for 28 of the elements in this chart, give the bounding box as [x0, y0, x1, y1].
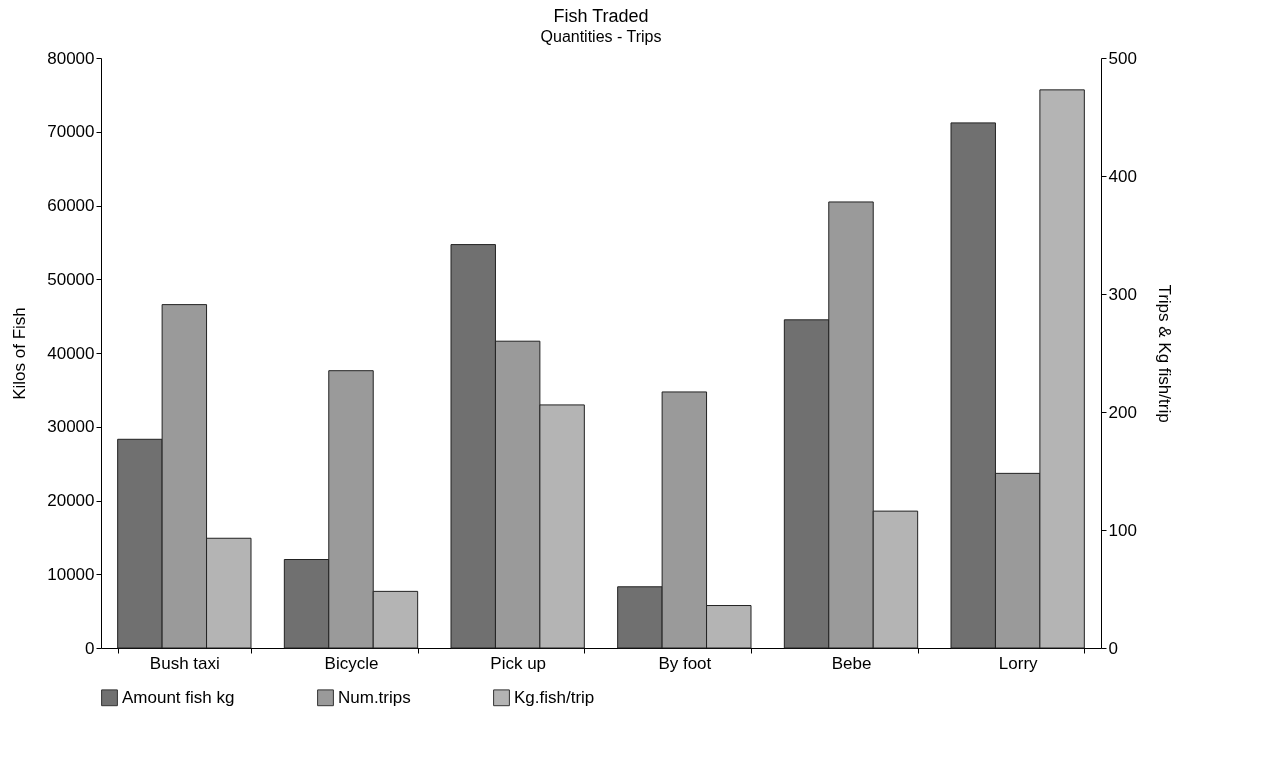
y2-tick-label: 100: [1108, 520, 1137, 540]
x-tick-label: Bush taxi: [149, 653, 220, 673]
y2-tick-label: 300: [1108, 284, 1137, 304]
y2-tick-label: 400: [1108, 166, 1137, 186]
y-tick-label: 40000: [47, 343, 95, 363]
x-tick-label: By foot: [658, 653, 712, 673]
chart-subtitle: Quantities - Trips: [540, 28, 662, 45]
y-tick-label: 60000: [47, 196, 95, 215]
y2-tick-label: 500: [1108, 48, 1137, 68]
chart-title: Fish Traded: [553, 6, 649, 26]
y2-tick-label: 200: [1108, 402, 1137, 422]
y-tick-label: 70000: [47, 122, 95, 142]
y-tick-label: 30000: [47, 417, 95, 437]
legend-label: Num.trips: [338, 687, 411, 707]
x-tick-label: Pick up: [490, 653, 547, 673]
x-tick-label: Bicycle: [324, 653, 379, 673]
x-tick-label: Bebe: [831, 653, 872, 673]
y-tick-label: 10000: [47, 564, 95, 584]
y-tick-label: 80000: [47, 48, 95, 68]
y-tick-label: 0: [85, 638, 95, 658]
y-tick-label: 20000: [47, 491, 95, 510]
y-tick-label: 50000: [47, 269, 95, 289]
y2-axis-title: Trips & Kg fish/trip: [1154, 284, 1174, 423]
legend-label: Kg.fish/trip: [514, 687, 595, 707]
x-tick-label: Lorry: [998, 653, 1039, 673]
legend-label: Amount fish kg: [122, 687, 235, 707]
y-axis-title: Kilos of Fish: [10, 307, 30, 400]
y2-tick-label: 0: [1108, 638, 1118, 658]
